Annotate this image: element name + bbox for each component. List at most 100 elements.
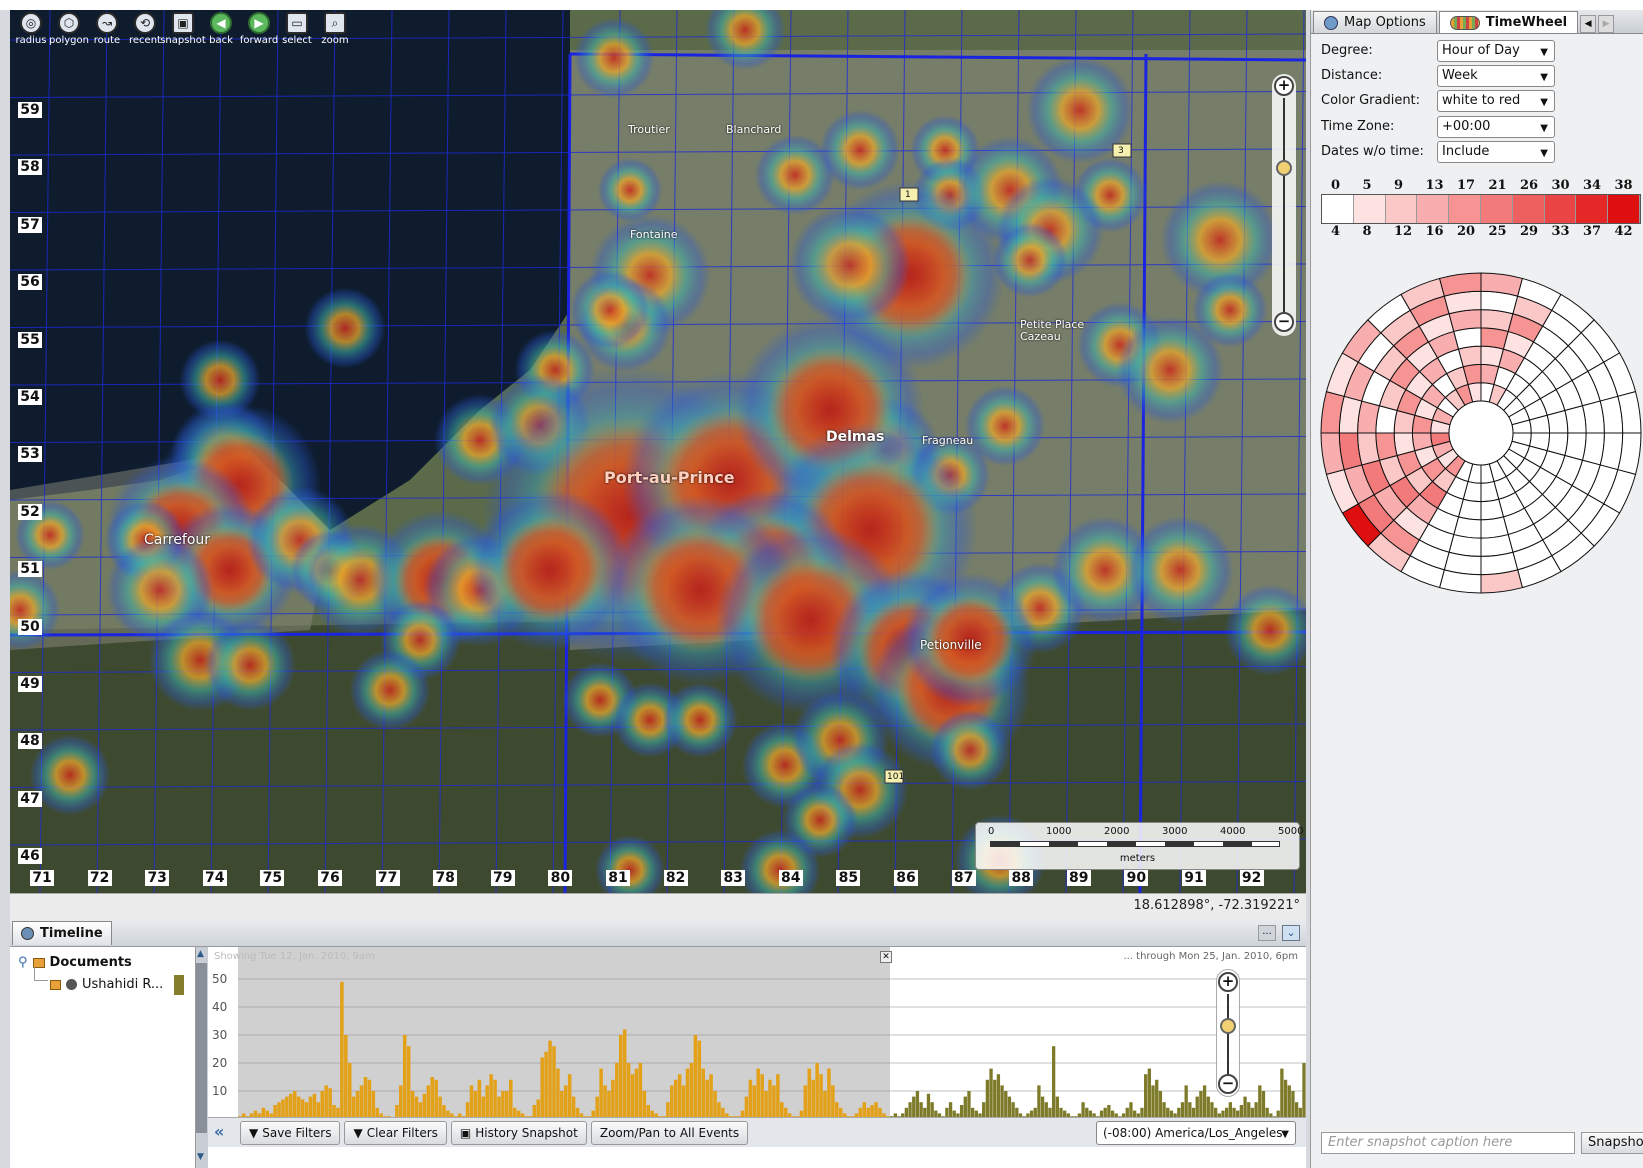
tab-map-options[interactable]: Map Options: [1313, 11, 1437, 33]
chart-bar: [292, 1091, 297, 1119]
option-select[interactable]: white to red ▼: [1437, 90, 1555, 113]
timewheel-cell[interactable]: [1453, 327, 1482, 350]
chart-bar: [442, 1105, 446, 1119]
map-canvas[interactable]: [10, 10, 1306, 893]
place-petionville: Petionville: [920, 638, 982, 652]
chart-bar: [1302, 1063, 1306, 1119]
tree-root[interactable]: ⚲ Documents: [18, 955, 132, 970]
timezone-select[interactable]: (-08:00) America/Los_Angeles ▼: [1096, 1121, 1296, 1145]
chart-bar: [430, 1077, 434, 1119]
legend-swatch: [1512, 195, 1545, 223]
save-filters-label: Save Filters: [262, 1125, 332, 1140]
collapse-icon[interactable]: ⌄: [1282, 925, 1300, 941]
chart-bar: [501, 1091, 505, 1119]
chart-y-tick: 10: [212, 1084, 227, 1098]
timeline-zoom-slider[interactable]: + −: [1216, 969, 1240, 1097]
forward-tool[interactable]: ▶ forward: [240, 12, 278, 46]
option-select[interactable]: Include ▼: [1437, 140, 1555, 163]
clear-filters-button[interactable]: ▼ Clear Filters: [344, 1120, 447, 1145]
grid-x-label: 86: [894, 870, 918, 886]
chart-bar: [827, 1068, 831, 1119]
polygon-tool[interactable]: ⬡ polygon: [49, 12, 89, 46]
tab-timewheel[interactable]: TimeWheel: [1438, 11, 1579, 33]
timewheel-chart[interactable]: [1311, 270, 1643, 600]
chart-bar: [336, 1107, 340, 1119]
timewheel-cell[interactable]: [1438, 272, 1482, 297]
timeline-chart-canvas[interactable]: 5040302010Wed 13Thu 14Fri 15Sat 16Sun 17…: [208, 947, 1306, 1168]
chart-bar: [1158, 1091, 1163, 1119]
color-swatch[interactable]: [174, 975, 184, 995]
chart-bar: [469, 1085, 474, 1119]
tab-timeline[interactable]: Timeline: [12, 920, 112, 945]
chart-bar: [402, 1035, 407, 1119]
overflow-icon[interactable]: ...: [1258, 925, 1276, 941]
zoom-tool[interactable]: ⌕ zoom: [318, 12, 352, 46]
history-snapshot-button[interactable]: ▣ History Snapshot: [450, 1120, 587, 1145]
chart-bar: [713, 1091, 717, 1119]
timeline-zoom-out-icon[interactable]: −: [1218, 1074, 1238, 1094]
grid-x-label: 79: [490, 870, 515, 886]
snapshot-tool[interactable]: ▣ snapshot: [160, 12, 206, 46]
grid-y-label: 53: [18, 446, 42, 463]
chart-bar: [1166, 1107, 1170, 1119]
route-tool[interactable]: ↝ route: [90, 12, 124, 46]
tool-label: zoom: [321, 35, 349, 46]
chart-bar: [930, 1102, 934, 1119]
map-zoom-slider[interactable]: + −: [1272, 74, 1296, 336]
grid-x-label: 72: [87, 870, 112, 886]
grid-x-label: 88: [1009, 870, 1034, 886]
option-select[interactable]: Week ▼: [1437, 65, 1555, 88]
grid-x-label: 91: [1182, 870, 1206, 886]
legend-top-label: 30: [1551, 178, 1570, 193]
chart-bar: [709, 1074, 713, 1119]
back-tool[interactable]: ◀ back: [204, 12, 238, 46]
timewheel-cell[interactable]: [1375, 432, 1398, 461]
chart-bar: [901, 1113, 905, 1119]
zoom-handle[interactable]: [1276, 160, 1292, 176]
chart-bar: [854, 1113, 859, 1119]
tab-scroll-left-icon[interactable]: ◀: [1580, 15, 1597, 33]
snapshot-caption-input[interactable]: Enter snapshot caption here: [1321, 1132, 1575, 1154]
save-filters-button[interactable]: ▼ Save Filters: [240, 1120, 341, 1145]
zoom-in-icon[interactable]: +: [1274, 76, 1294, 96]
option-select[interactable]: Hour of Day ▼: [1437, 40, 1555, 62]
chevron-down-icon: ▼: [1540, 72, 1548, 84]
zoom-pan-all-button[interactable]: Zoom/Pan to All Events: [590, 1120, 749, 1145]
legend-top-label: 17: [1457, 178, 1476, 193]
double-left-icon[interactable]: «: [214, 1122, 225, 1141]
tree-child[interactable]: Ushahidi R...: [50, 975, 190, 995]
recent-tool[interactable]: ⟲ recent: [128, 12, 162, 46]
timeline-zoom-handle[interactable]: [1220, 1018, 1236, 1034]
chart-bar: [379, 1113, 383, 1119]
zoom-out-icon[interactable]: −: [1274, 312, 1294, 332]
grid-y-label: 56: [18, 274, 42, 291]
chart-bar: [783, 1107, 788, 1119]
tool-label: select: [282, 35, 312, 46]
chart-bar: [552, 1046, 556, 1119]
snapshot-button[interactable]: Snapshot: [1581, 1132, 1643, 1154]
close-selection-icon[interactable]: ✕: [880, 951, 892, 963]
timewheel-cell[interactable]: [1480, 516, 1509, 539]
legend-swatch: [1322, 195, 1354, 223]
tree-expander-icon[interactable]: ⚲: [18, 955, 28, 970]
tab-scroll-right-icon[interactable]: ▶: [1598, 15, 1615, 33]
chart-bar: [618, 1035, 623, 1119]
select-tool[interactable]: ▭ select: [280, 12, 314, 46]
option-value: +00:00: [1442, 118, 1491, 134]
tree-root-label: Documents: [49, 955, 132, 970]
chart-bar: [776, 1074, 780, 1119]
chart-bar: [1254, 1102, 1258, 1119]
option-row: Degree: Hour of Day ▼: [1321, 40, 1641, 62]
chart-bar: [1132, 1110, 1137, 1119]
radius-tool[interactable]: ◎ radius: [14, 12, 48, 46]
option-select[interactable]: +00:00 ▼: [1437, 115, 1555, 138]
map-view[interactable]: ◎ radius ⬡ polygon ↝ route ⟲ recent ▣ snapshot ◀ ba…: [10, 10, 1306, 893]
grid-x-label: 73: [145, 870, 170, 886]
timeline-scrollbar[interactable]: ▲ ▼: [196, 947, 208, 1168]
timewheel-cell[interactable]: [1564, 405, 1587, 434]
timeline-zoom-in-icon[interactable]: +: [1218, 972, 1238, 992]
recent-icon: ⟲: [134, 12, 156, 34]
source-icon: [66, 979, 77, 990]
chart-bar: [893, 1113, 897, 1119]
legend-bottom-label: 4: [1331, 224, 1341, 239]
